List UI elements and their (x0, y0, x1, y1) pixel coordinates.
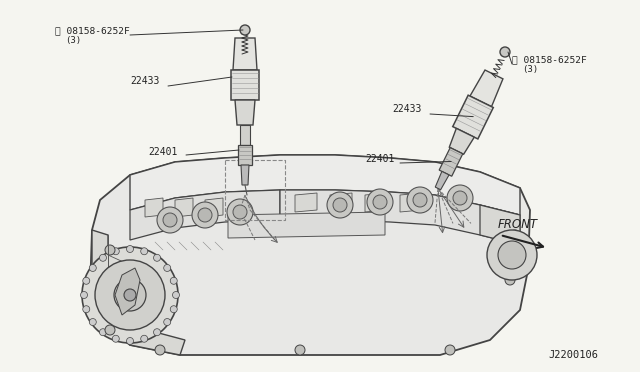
Circle shape (445, 345, 455, 355)
Circle shape (105, 245, 115, 255)
Circle shape (112, 335, 119, 342)
Polygon shape (90, 155, 530, 355)
Polygon shape (145, 198, 163, 217)
Text: FRONT: FRONT (498, 218, 538, 231)
Circle shape (154, 254, 161, 261)
Circle shape (81, 292, 88, 298)
Text: 22401: 22401 (365, 154, 394, 164)
Circle shape (192, 202, 218, 228)
Circle shape (82, 247, 178, 343)
Polygon shape (470, 70, 503, 107)
Circle shape (163, 213, 177, 227)
Text: 22433: 22433 (130, 76, 159, 86)
Circle shape (500, 47, 510, 57)
Circle shape (487, 230, 537, 280)
Text: J2200106: J2200106 (548, 350, 598, 360)
Circle shape (127, 246, 134, 253)
Polygon shape (92, 230, 185, 355)
Circle shape (112, 248, 119, 255)
Text: (3): (3) (522, 65, 538, 74)
Circle shape (510, 230, 520, 240)
Polygon shape (400, 193, 422, 212)
Circle shape (407, 187, 433, 213)
Circle shape (105, 325, 115, 335)
Circle shape (170, 277, 177, 284)
Polygon shape (115, 268, 140, 315)
Polygon shape (233, 38, 257, 70)
Circle shape (141, 335, 148, 342)
Polygon shape (480, 205, 520, 245)
Polygon shape (241, 165, 249, 185)
Polygon shape (449, 128, 474, 154)
Text: (3): (3) (65, 36, 81, 45)
Circle shape (333, 198, 347, 212)
Circle shape (373, 195, 387, 209)
Text: Ⓢ 08158-6252F: Ⓢ 08158-6252F (55, 26, 130, 35)
Circle shape (164, 318, 171, 326)
Circle shape (447, 185, 473, 211)
Circle shape (95, 260, 165, 330)
Circle shape (453, 191, 467, 205)
Circle shape (83, 277, 90, 284)
Circle shape (233, 205, 247, 219)
Circle shape (367, 189, 393, 215)
Polygon shape (295, 193, 317, 212)
Polygon shape (280, 190, 520, 245)
Circle shape (164, 264, 171, 272)
Polygon shape (238, 145, 252, 165)
Polygon shape (175, 198, 193, 217)
Polygon shape (452, 95, 493, 139)
Circle shape (240, 25, 250, 35)
Polygon shape (435, 171, 449, 190)
Circle shape (124, 289, 136, 301)
Circle shape (295, 345, 305, 355)
Polygon shape (330, 193, 352, 212)
Circle shape (157, 207, 183, 233)
Circle shape (327, 192, 353, 218)
Circle shape (114, 279, 146, 311)
Circle shape (227, 199, 253, 225)
Polygon shape (228, 212, 385, 238)
Circle shape (198, 208, 212, 222)
Circle shape (99, 329, 106, 336)
Circle shape (154, 329, 161, 336)
Circle shape (90, 318, 96, 326)
Circle shape (141, 248, 148, 255)
Circle shape (413, 193, 427, 207)
Circle shape (90, 264, 96, 272)
Circle shape (173, 292, 179, 298)
Circle shape (505, 275, 515, 285)
Circle shape (170, 306, 177, 313)
Polygon shape (205, 198, 223, 217)
Text: 22433: 22433 (392, 104, 421, 114)
Polygon shape (235, 100, 255, 125)
Text: Ⓢ 08158-6252F: Ⓢ 08158-6252F (512, 55, 587, 64)
Polygon shape (439, 148, 463, 176)
Polygon shape (130, 190, 280, 240)
Polygon shape (365, 193, 387, 212)
Circle shape (498, 241, 526, 269)
Polygon shape (231, 70, 259, 100)
Circle shape (127, 337, 134, 344)
Circle shape (155, 345, 165, 355)
Text: 22401: 22401 (148, 147, 177, 157)
Circle shape (83, 306, 90, 313)
Polygon shape (240, 125, 250, 145)
Polygon shape (130, 155, 520, 215)
Circle shape (99, 254, 106, 261)
